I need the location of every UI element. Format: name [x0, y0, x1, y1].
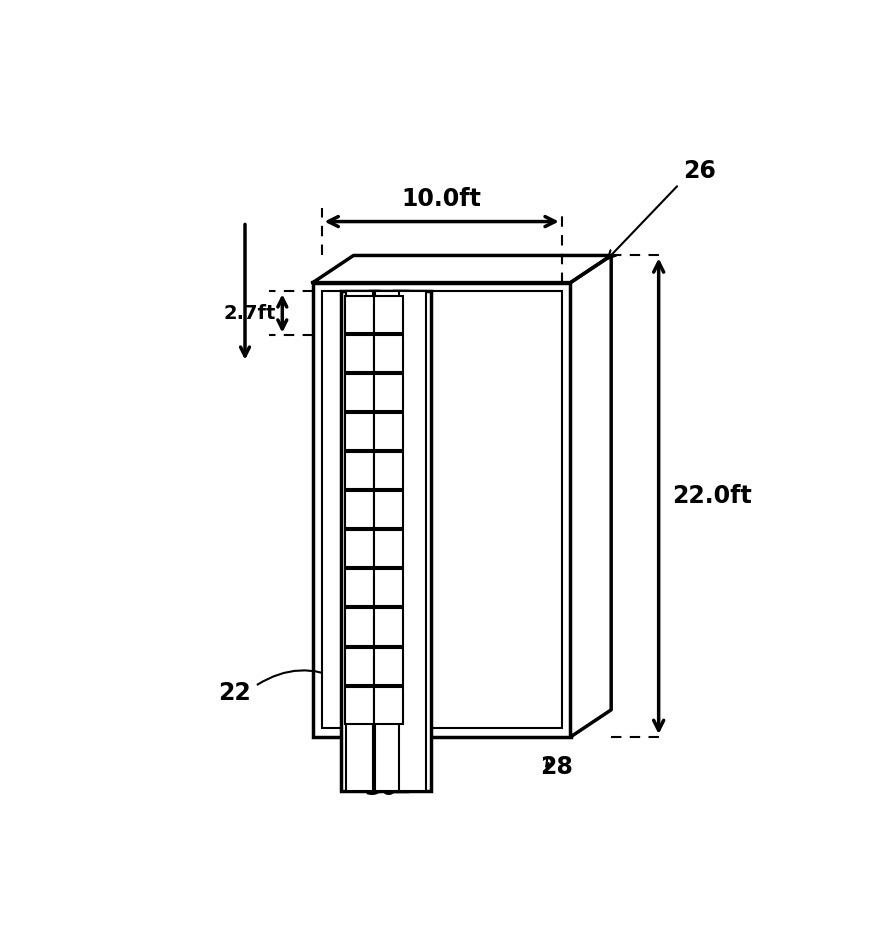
- Text: 10.0ft: 10.0ft: [402, 187, 481, 212]
- Polygon shape: [570, 255, 611, 737]
- Bar: [374, 530, 402, 568]
- Bar: [341, 291, 378, 791]
- Bar: [345, 413, 374, 450]
- Bar: [345, 530, 374, 568]
- Bar: [345, 492, 374, 529]
- Bar: [375, 291, 402, 791]
- Bar: [322, 291, 562, 728]
- Bar: [346, 291, 373, 791]
- Bar: [345, 452, 374, 489]
- Bar: [345, 687, 374, 724]
- Bar: [399, 291, 425, 791]
- Bar: [374, 452, 402, 489]
- Bar: [345, 569, 374, 606]
- Text: 30: 30: [364, 775, 397, 800]
- Bar: [374, 608, 402, 645]
- Bar: [374, 687, 402, 724]
- Bar: [345, 374, 374, 411]
- Text: 28: 28: [541, 755, 573, 779]
- Bar: [374, 374, 402, 411]
- Polygon shape: [313, 255, 611, 283]
- Bar: [394, 291, 431, 791]
- Bar: [374, 492, 402, 529]
- Bar: [374, 296, 402, 333]
- Bar: [369, 291, 407, 791]
- Bar: [374, 647, 402, 684]
- Bar: [374, 413, 402, 450]
- Text: 26: 26: [682, 158, 716, 183]
- Text: 22.0ft: 22.0ft: [672, 484, 752, 509]
- Bar: [345, 335, 374, 372]
- Text: 2.7ft: 2.7ft: [223, 304, 276, 323]
- Bar: [345, 296, 374, 333]
- Bar: [374, 569, 402, 606]
- Bar: [345, 647, 374, 684]
- Bar: [374, 335, 402, 372]
- Bar: [345, 608, 374, 645]
- Bar: [313, 283, 570, 737]
- Text: 22: 22: [219, 680, 251, 705]
